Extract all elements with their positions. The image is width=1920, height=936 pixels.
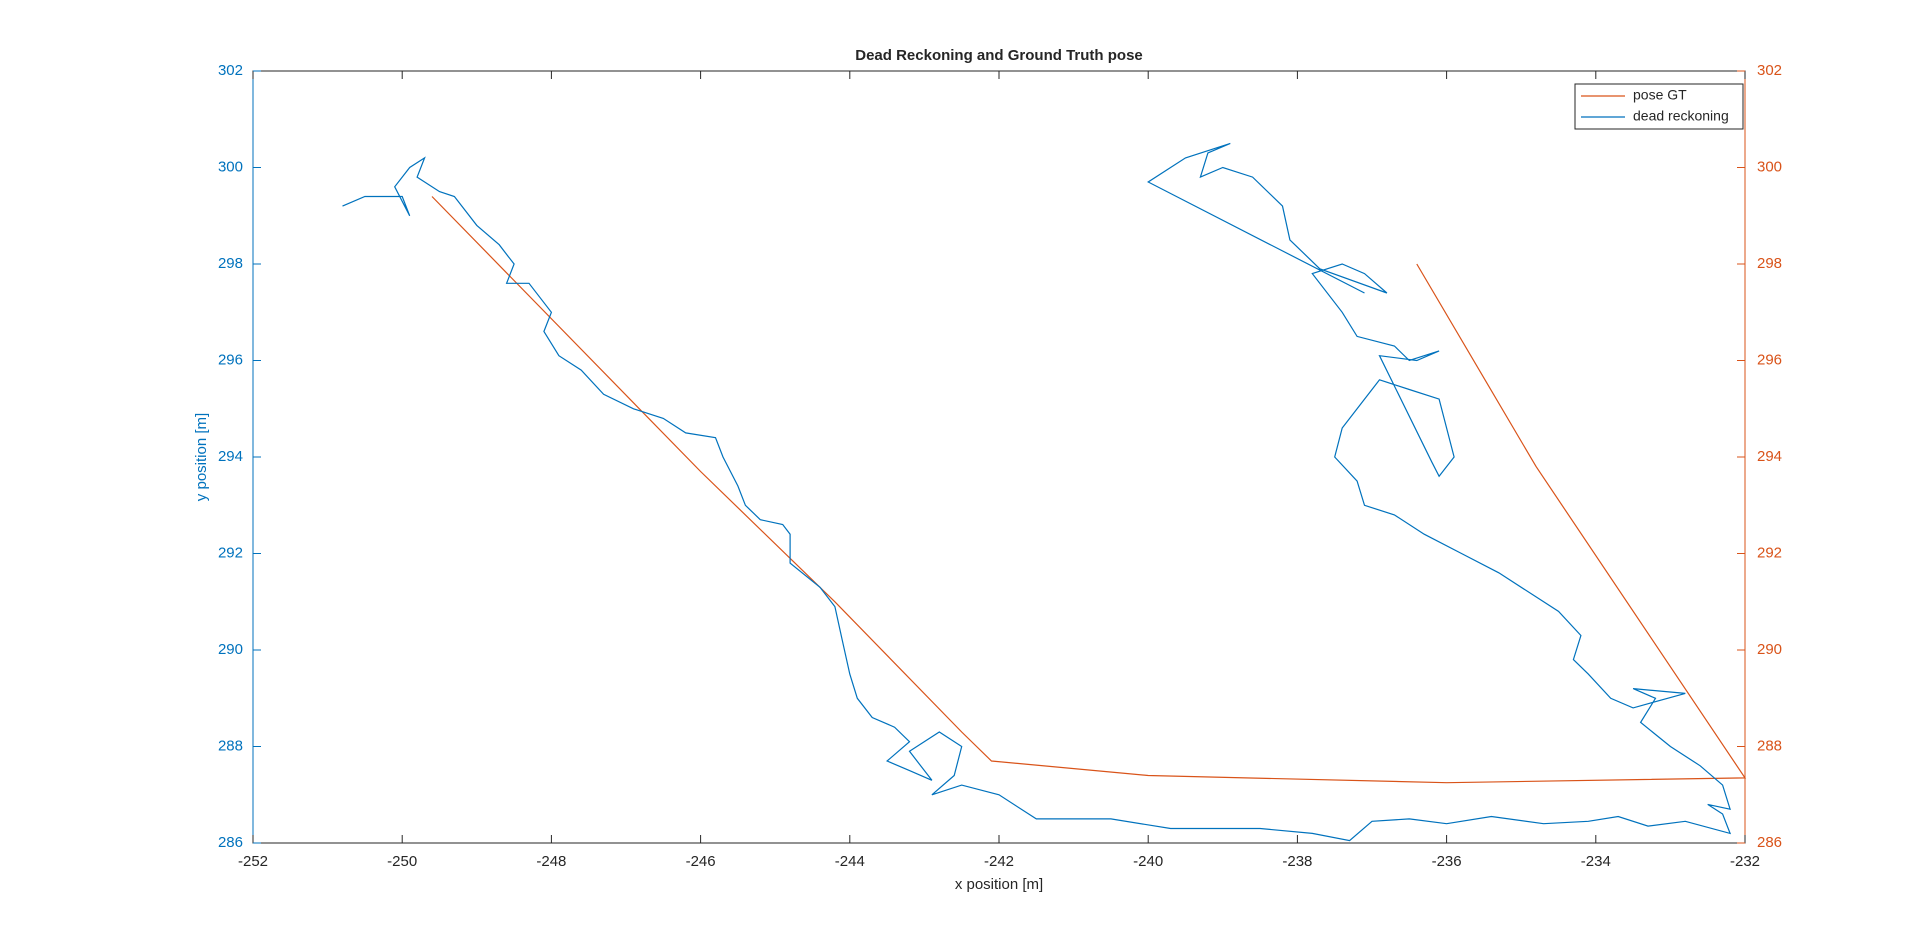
chart-title: Dead Reckoning and Ground Truth pose xyxy=(855,47,1143,64)
y2-tick-label: 296 xyxy=(1757,351,1782,368)
x-tick-label: -252 xyxy=(238,853,268,870)
y-tick-label: 290 xyxy=(218,641,243,658)
x-tick-label: -246 xyxy=(686,853,716,870)
y2-tick-label: 302 xyxy=(1757,62,1782,79)
y-tick-label: 296 xyxy=(218,351,243,368)
y-tick-label: 302 xyxy=(218,62,243,79)
x-tick-label: -244 xyxy=(835,853,865,870)
y-tick-label: 286 xyxy=(218,834,243,851)
y-tick-label: 292 xyxy=(218,544,243,561)
x-tick-label: -248 xyxy=(536,853,566,870)
x-tick-label: -242 xyxy=(984,853,1014,870)
x-tick-label: -236 xyxy=(1432,853,1462,870)
x-tick-label: -234 xyxy=(1581,853,1611,870)
y-tick-label: 288 xyxy=(218,737,243,754)
y-tick-label: 294 xyxy=(218,448,243,465)
y-tick-label: 298 xyxy=(218,255,243,272)
x-tick-label: -240 xyxy=(1133,853,1163,870)
y2-tick-label: 290 xyxy=(1757,641,1782,658)
y-tick-label: 300 xyxy=(218,158,243,175)
y-axis-label: y position [m] xyxy=(193,413,210,501)
y2-tick-label: 294 xyxy=(1757,448,1782,465)
line xyxy=(342,142,1732,842)
x-tick-label: -232 xyxy=(1730,853,1760,870)
line xyxy=(431,196,1747,784)
y2-tick-label: 300 xyxy=(1757,158,1782,175)
y2-tick-label: 286 xyxy=(1757,834,1782,851)
plot-area xyxy=(252,70,1746,844)
legend-label: pose GT xyxy=(1633,87,1687,103)
y2-tick-label: 292 xyxy=(1757,544,1782,561)
legend-box xyxy=(1574,83,1744,130)
x-tick-label: -250 xyxy=(387,853,417,870)
legend-label: dead reckoning xyxy=(1633,108,1729,124)
y2-tick-label: 298 xyxy=(1757,255,1782,272)
x-axis-label: x position [m] xyxy=(955,876,1043,893)
x-tick-label: -238 xyxy=(1282,853,1312,870)
y2-tick-label: 288 xyxy=(1757,737,1782,754)
